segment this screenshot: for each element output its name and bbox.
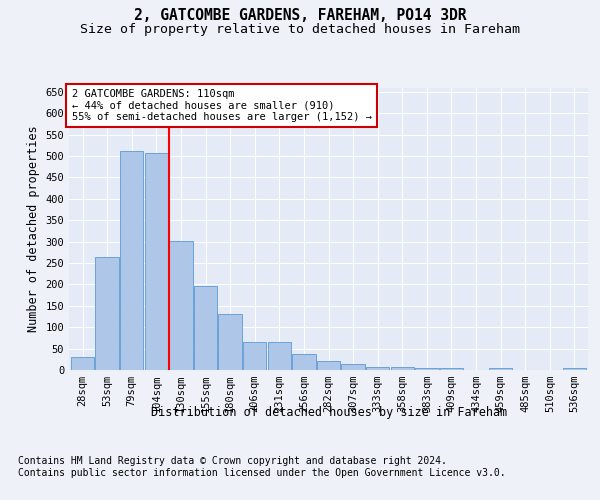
Bar [95,258,119,370]
Text: Size of property relative to detached houses in Fareham: Size of property relative to detached ho… [80,22,520,36]
Bar [169,241,193,370]
Bar [268,342,291,370]
Text: 2 GATCOMBE GARDENS: 110sqm
← 44% of detached houses are smaller (910)
55% of sem: 2 GATCOMBE GARDENS: 110sqm ← 44% of deta… [71,89,371,122]
Text: Contains HM Land Registry data © Crown copyright and database right 2024.: Contains HM Land Registry data © Crown c… [18,456,447,466]
Bar [71,357,94,370]
Bar [218,314,242,370]
Bar [292,354,316,370]
Bar [391,367,414,370]
Bar [317,361,340,370]
Bar [440,368,463,370]
Bar [341,364,365,370]
Bar [243,342,266,370]
Text: Contains public sector information licensed under the Open Government Licence v3: Contains public sector information licen… [18,468,506,477]
Bar [120,151,143,370]
Text: Distribution of detached houses by size in Fareham: Distribution of detached houses by size … [151,406,507,419]
Bar [366,366,389,370]
Bar [489,368,512,370]
Bar [145,152,168,370]
Text: 2, GATCOMBE GARDENS, FAREHAM, PO14 3DR: 2, GATCOMBE GARDENS, FAREHAM, PO14 3DR [134,8,466,22]
Y-axis label: Number of detached properties: Number of detached properties [27,126,40,332]
Bar [415,368,439,370]
Bar [194,286,217,370]
Bar [563,368,586,370]
